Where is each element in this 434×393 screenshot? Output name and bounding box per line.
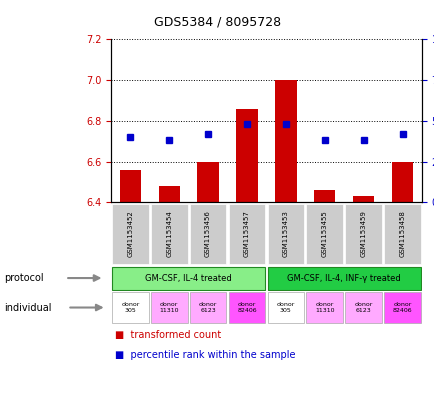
Text: donor
6123: donor 6123 <box>198 302 217 313</box>
Bar <box>267 204 303 264</box>
Bar <box>112 292 148 323</box>
Bar <box>345 204 381 264</box>
Bar <box>112 204 148 264</box>
Bar <box>391 162 412 202</box>
Text: GSM1153458: GSM1153458 <box>398 210 404 257</box>
Text: GSM1153459: GSM1153459 <box>360 210 366 257</box>
Bar <box>306 204 342 264</box>
Bar <box>119 170 141 202</box>
Bar <box>189 204 226 264</box>
Text: donor
11310: donor 11310 <box>159 302 178 313</box>
Text: donor
11310: donor 11310 <box>314 302 334 313</box>
Bar <box>151 204 187 264</box>
Bar <box>306 292 342 323</box>
Text: GSM1153457: GSM1153457 <box>243 210 250 257</box>
Bar <box>352 196 374 202</box>
Text: donor
82406: donor 82406 <box>237 302 256 313</box>
Bar <box>112 266 265 290</box>
Text: donor
305: donor 305 <box>121 302 139 313</box>
Text: donor
6123: donor 6123 <box>354 302 372 313</box>
Bar <box>197 162 218 202</box>
Text: ■  percentile rank within the sample: ■ percentile rank within the sample <box>115 350 295 360</box>
Bar <box>383 292 420 323</box>
Text: GSM1153456: GSM1153456 <box>205 210 210 257</box>
Bar <box>345 292 381 323</box>
Bar <box>189 292 226 323</box>
Bar <box>267 292 303 323</box>
Text: individual: individual <box>4 303 52 312</box>
Text: GM-CSF, IL-4, INF-γ treated: GM-CSF, IL-4, INF-γ treated <box>287 274 400 283</box>
Bar <box>267 266 420 290</box>
Text: GSM1153453: GSM1153453 <box>282 210 288 257</box>
Bar <box>236 108 257 202</box>
Text: GSM1153454: GSM1153454 <box>166 211 172 257</box>
Bar <box>158 186 180 202</box>
Bar <box>228 292 265 323</box>
Text: protocol: protocol <box>4 273 44 283</box>
Bar <box>275 80 296 202</box>
Text: GM-CSF, IL-4 treated: GM-CSF, IL-4 treated <box>145 274 231 283</box>
Bar <box>151 292 187 323</box>
Text: GSM1153452: GSM1153452 <box>127 211 133 257</box>
Text: GSM1153455: GSM1153455 <box>321 211 327 257</box>
Text: donor
305: donor 305 <box>276 302 294 313</box>
Bar <box>383 204 420 264</box>
Text: GDS5384 / 8095728: GDS5384 / 8095728 <box>154 16 280 29</box>
Bar <box>228 204 265 264</box>
Bar <box>313 190 335 202</box>
Text: ■  transformed count: ■ transformed count <box>115 330 221 340</box>
Text: donor
82406: donor 82406 <box>392 302 411 313</box>
